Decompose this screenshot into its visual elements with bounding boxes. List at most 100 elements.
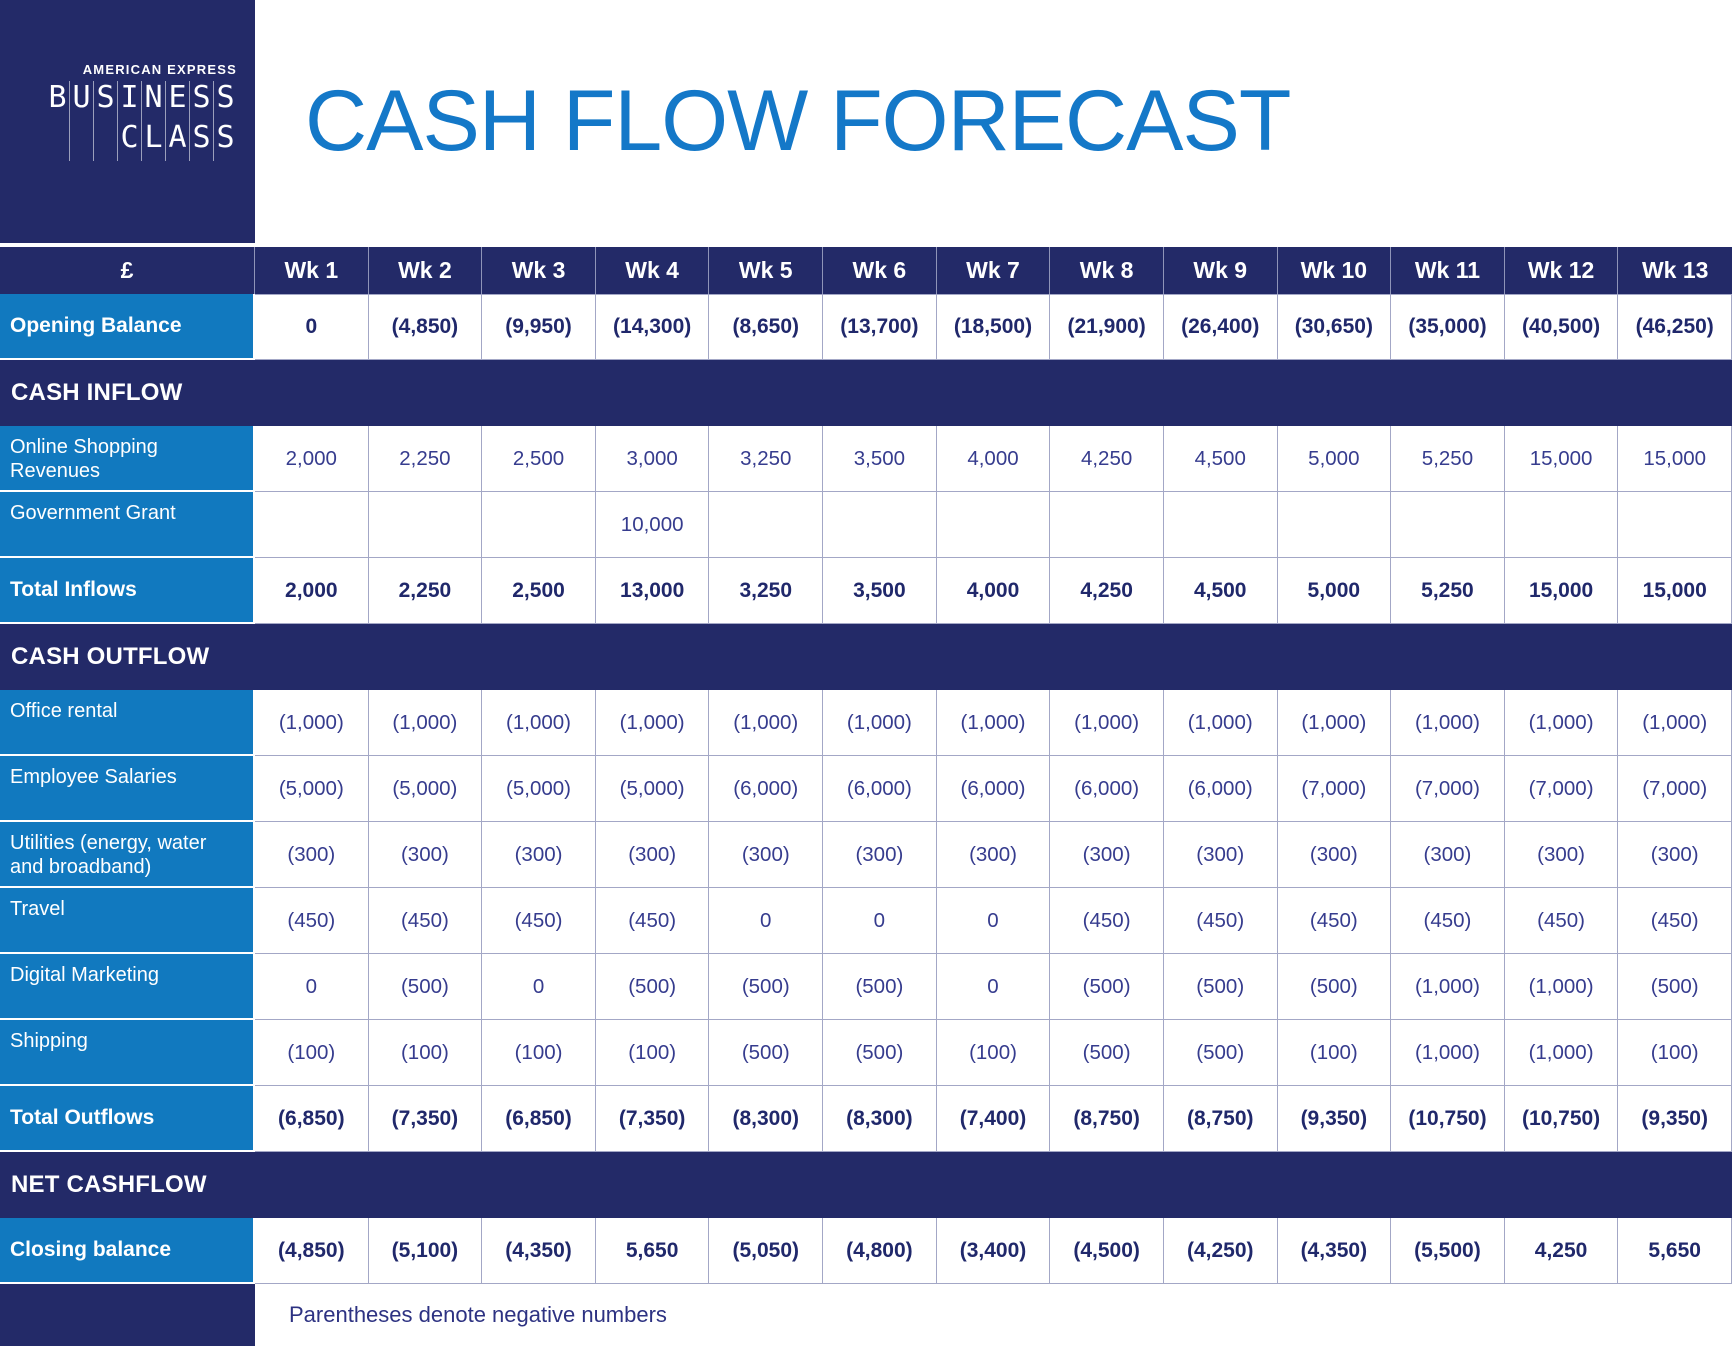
value-cell: 4,250: [1504, 1218, 1619, 1284]
row-label: Total Outflows: [0, 1086, 255, 1152]
value-cell: [368, 492, 483, 558]
week-header-cell: Wk 8: [1050, 247, 1164, 294]
value-cell: 5,250: [1391, 558, 1505, 624]
value-cell: (450): [368, 888, 483, 954]
value-cell: (8,300): [709, 1086, 824, 1152]
value-cell: 3,250: [709, 558, 824, 624]
value-cell: (13,700): [823, 294, 937, 360]
row-label: Closing balance: [0, 1218, 255, 1284]
table-row: Closing balance (4,850) (5,100) (4,350) 5,65…: [0, 1218, 1732, 1284]
value-cell: 3,500: [823, 426, 937, 492]
value-cell: 0: [482, 954, 596, 1020]
value-cell: [1163, 492, 1278, 558]
value-cell: (500): [709, 954, 824, 1020]
week-header-cell: Wk 2: [369, 247, 483, 294]
value-cell: (100): [368, 1020, 483, 1086]
logo-letter: C: [118, 121, 142, 161]
value-cell: (1,000): [1277, 690, 1392, 756]
value-cell: (500): [1618, 954, 1732, 1020]
value-cell: 4,500: [1163, 558, 1278, 624]
value-cell: 0: [709, 888, 824, 954]
value-cell: (4,800): [823, 1218, 937, 1284]
row-label: Online Shopping Revenues: [0, 426, 255, 492]
logo-letter: S: [216, 120, 235, 155]
divider: [0, 243, 1732, 247]
value-cell: (300): [368, 822, 483, 888]
week-header-cell: Wk 9: [1164, 247, 1278, 294]
value-cell: 2,500: [482, 558, 596, 624]
week-header-cell: Wk 11: [1391, 247, 1505, 294]
value-cell: (100): [936, 1020, 1051, 1086]
value-cell: (450): [1277, 888, 1392, 954]
value-cell: (1,000): [1504, 954, 1619, 1020]
title-area: CASH FLOW FORECAST: [255, 0, 1732, 243]
value-cell: (300): [1391, 822, 1505, 888]
value-cell: (500): [1050, 1020, 1164, 1086]
value-cell: (8,750): [1050, 1086, 1164, 1152]
value-cell: 0: [255, 294, 369, 360]
value-cell: (6,000): [1050, 756, 1164, 822]
week-header-cell: Wk 6: [823, 247, 937, 294]
value-cell: 0: [255, 954, 369, 1020]
value-cell: (4,350): [1277, 1218, 1392, 1284]
value-cell: (8,750): [1163, 1086, 1278, 1152]
row-label: Shipping: [0, 1020, 255, 1086]
value-cell: (300): [709, 822, 824, 888]
value-cell: (500): [595, 954, 710, 1020]
table-row: Total Outflows (6,850) (7,350) (6,850) (7,35…: [0, 1086, 1732, 1152]
value-cell: (4,250): [1163, 1218, 1278, 1284]
row-label: Office rental: [0, 690, 255, 756]
value-cell: (9,350): [1277, 1086, 1392, 1152]
value-cell: (7,000): [1277, 756, 1392, 822]
row-label: Total Inflows: [0, 558, 255, 624]
value-cell: (8,650): [709, 294, 824, 360]
value-cell: (500): [709, 1020, 824, 1086]
logo-letter: U: [70, 81, 94, 121]
value-cell: (5,000): [595, 756, 710, 822]
value-cell: (4,850): [255, 1218, 369, 1284]
page-title: CASH FLOW FORECAST: [305, 73, 1291, 169]
value-cell: (100): [1618, 1020, 1732, 1086]
logo-letter: L: [142, 121, 166, 161]
logo-letter: S: [190, 81, 214, 121]
value-cell: 3,000: [595, 426, 710, 492]
value-cell: (1,000): [1504, 690, 1619, 756]
value-cell: (10,750): [1504, 1086, 1619, 1152]
section-header: CASH OUTFLOW: [0, 624, 1732, 690]
value-cell: (300): [1277, 822, 1392, 888]
logo-letter: N: [142, 81, 166, 121]
value-cell: (7,000): [1504, 756, 1619, 822]
value-cell: (500): [823, 954, 937, 1020]
value-cell: 0: [936, 954, 1051, 1020]
value-cell: (5,000): [368, 756, 483, 822]
value-cell: 15,000: [1504, 426, 1619, 492]
week-header-cell: Wk 10: [1278, 247, 1392, 294]
row-label: Digital Marketing: [0, 954, 255, 1020]
value-cell: (1,000): [368, 690, 483, 756]
value-cell: (18,500): [936, 294, 1051, 360]
table-row: Travel (450) (450) (450) (450) 0 0 0 (450) (450)(…: [0, 888, 1732, 954]
row-label: Utilities (energy, water and broadband): [0, 822, 255, 888]
value-cell: (7,350): [368, 1086, 483, 1152]
value-cell: (300): [1618, 822, 1732, 888]
value-cell: (300): [1050, 822, 1164, 888]
value-cell: (450): [595, 888, 710, 954]
section-header: CASH INFLOW: [0, 360, 1732, 426]
table-row: Utilities (energy, water and broadband) (…: [0, 822, 1732, 888]
value-cell: (4,350): [482, 1218, 596, 1284]
row-label: Travel: [0, 888, 255, 954]
value-cell: (1,000): [1391, 954, 1505, 1020]
value-cell: (450): [1050, 888, 1164, 954]
row-label: Employee Salaries: [0, 756, 255, 822]
value-cell: (100): [1277, 1020, 1392, 1086]
value-cell: (100): [595, 1020, 710, 1086]
value-cell: (7,000): [1618, 756, 1732, 822]
value-cell: 2,000: [255, 558, 369, 624]
value-cell: (3,400): [936, 1218, 1051, 1284]
value-cell: [1277, 492, 1392, 558]
value-cell: (100): [482, 1020, 596, 1086]
value-cell: (1,000): [823, 690, 937, 756]
value-cell: 5,650: [1618, 1218, 1732, 1284]
